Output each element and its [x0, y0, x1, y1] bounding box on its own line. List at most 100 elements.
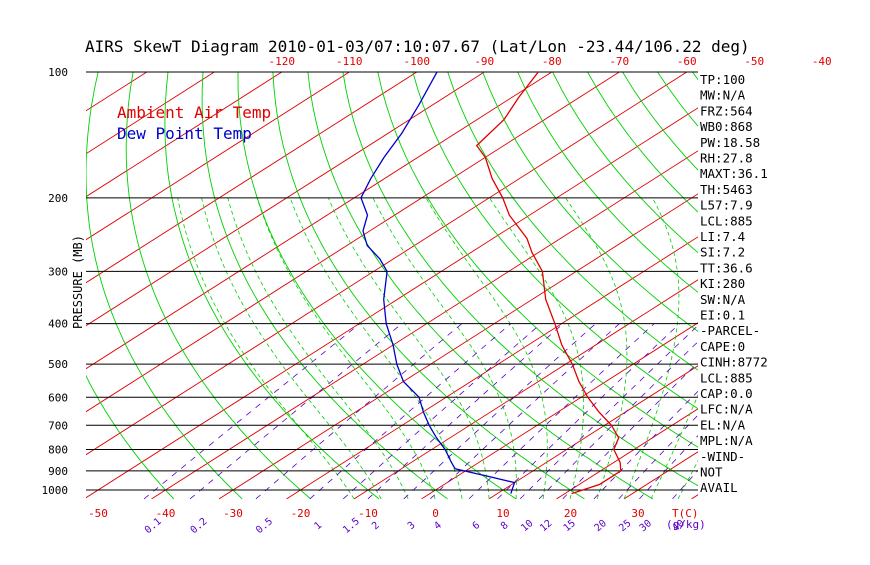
index-value: -PARCEL-	[700, 323, 760, 338]
bottom-temp-tick-label: -40	[156, 507, 176, 520]
isotherm-line	[0, 72, 79, 499]
top-temp-tick-label: -100	[404, 55, 431, 68]
moist-adiabat-line	[228, 198, 408, 499]
bottom-temp-tick-label: -30	[223, 507, 243, 520]
index-value: L57:7.9	[700, 198, 753, 213]
moist-adiabat-line	[678, 198, 814, 499]
index-value: SW:N/A	[700, 292, 746, 307]
top-temp-tick-label: -110	[336, 55, 363, 68]
isotherm-line	[827, 72, 870, 499]
bottom-temp-tick-label: -10	[358, 507, 378, 520]
index-value: LFC:N/A	[700, 402, 753, 417]
bottom-temp-tick-label: 30	[631, 507, 644, 520]
index-value: CAPE:0	[700, 339, 745, 354]
index-value: TT:36.6	[700, 260, 753, 275]
moist-adiabat-line	[290, 198, 462, 499]
moist-adiabat-line	[566, 198, 627, 499]
mixing-ratio-line	[256, 324, 462, 499]
mixing-ratio-tick-label: 0.5	[254, 516, 275, 536]
mixing-ratio-unit-label: (g/kg)	[666, 518, 706, 531]
index-value: PW:18.58	[700, 135, 760, 150]
isotherm-line	[0, 72, 12, 499]
legend: Ambient Air Temp Dew Point Temp	[117, 103, 271, 143]
moist-adiabat-line	[328, 198, 489, 499]
mixing-ratio-line	[404, 324, 596, 499]
index-value: EI:0.1	[700, 308, 745, 323]
index-value: MAXT:36.1	[700, 166, 768, 181]
moist-adiabat-line	[178, 198, 354, 499]
mixing-ratio-tick-label: 15	[562, 518, 578, 534]
legend-dew-point-temp: Dew Point Temp	[117, 124, 252, 143]
index-value: -WIND-	[700, 449, 745, 464]
index-value: MPL:N/A	[700, 433, 753, 448]
stability-indices: TP:100MW:N/AFRZ:564WB0:868PW:18.58RH:27.…	[700, 72, 768, 495]
mixing-ratio-tick-label: 25	[617, 518, 633, 534]
index-value: NOT	[700, 465, 723, 480]
dry-adiabat-line	[413, 72, 858, 499]
mixing-ratio-tick-label: 2	[370, 520, 382, 532]
index-value: SI:7.2	[700, 245, 745, 260]
mixing-ratio-tick-label: 0.2	[189, 516, 210, 536]
index-value: LI:7.4	[700, 229, 745, 244]
index-value: FRZ:564	[700, 103, 753, 118]
top-temp-tick-label: -60	[677, 55, 697, 68]
index-value: EL:N/A	[700, 417, 746, 432]
chart-title: AIRS SkewT Diagram 2010-01-03/07:10:07.6…	[85, 37, 750, 56]
pressure-tick-label: 900	[48, 465, 68, 478]
mixing-ratio-line	[430, 324, 619, 499]
pressure-tick-label: 600	[48, 391, 68, 404]
top-temp-tick-label: -80	[542, 55, 562, 68]
mixing-ratio-line	[673, 324, 836, 499]
mixing-ratio-tick-label: 12	[538, 518, 554, 534]
mixing-ratio-tick-label: 20	[593, 518, 609, 534]
dry-adiabat-line	[483, 72, 870, 499]
mixing-ratio-tick-label: 6	[471, 520, 483, 532]
index-value: TP:100	[700, 72, 745, 87]
mixing-ratio-tick-label: 3	[406, 520, 418, 532]
top-temp-tick-label: -90	[474, 55, 494, 68]
isotherm-line	[287, 72, 870, 499]
dry-adiabat-line	[832, 72, 870, 499]
moist-adiabat-line	[624, 198, 679, 499]
isotherm-line	[354, 72, 870, 499]
index-value: KI:280	[700, 276, 745, 291]
pressure-tick-label: 100	[48, 66, 68, 79]
index-value: LCL:885	[700, 370, 753, 385]
mixing-ratio-tick-label: 1	[312, 520, 324, 532]
bottom-temp-tick-label: 10	[496, 507, 509, 520]
mixing-ratio-line	[343, 324, 541, 499]
index-value: AVAIL	[700, 480, 738, 495]
index-value: MW:N/A	[700, 88, 746, 103]
y-axis-label: PRESSURE (MB)	[71, 235, 85, 329]
moist-adiabat-line	[373, 198, 516, 499]
pressure-tick-label: 200	[48, 192, 68, 205]
top-temp-tick-label: -40	[812, 55, 832, 68]
mixing-ratio-tick-label: 8	[499, 520, 511, 532]
index-value: RH:27.8	[700, 151, 753, 166]
mixing-ratio-line	[368, 324, 563, 499]
dry-adiabat-line	[308, 72, 653, 499]
index-value: TH:5463	[700, 182, 753, 197]
legend-ambient-air-temp: Ambient Air Temp	[117, 103, 271, 122]
bottom-temp-tick-label: -20	[291, 507, 311, 520]
index-value: LCL:885	[700, 213, 753, 228]
isotherm-line	[0, 72, 619, 499]
pressure-tick-label: 700	[48, 419, 68, 432]
index-value: CAP:0.0	[700, 386, 753, 401]
bottom-temp-tick-label: -50	[88, 507, 108, 520]
top-temp-tick-label: -50	[744, 55, 764, 68]
top-temp-tick-label: -120	[269, 55, 296, 68]
moist-adiabat-line	[202, 198, 382, 499]
pressure-tick-label: 400	[48, 318, 68, 331]
pressure-tick-label: 800	[48, 443, 68, 456]
mixing-ratio-tick-label: 30	[638, 518, 654, 534]
dry-adiabat-line	[518, 72, 870, 499]
pressure-tick-label: 1000	[42, 484, 69, 497]
bottom-temp-tick-label: 0	[432, 507, 439, 520]
mixing-ratio-tick-label: 10	[519, 518, 535, 534]
dry-adiabat-line	[797, 72, 870, 499]
index-value: WB0:868	[700, 119, 753, 134]
isotherm-line	[422, 72, 870, 499]
